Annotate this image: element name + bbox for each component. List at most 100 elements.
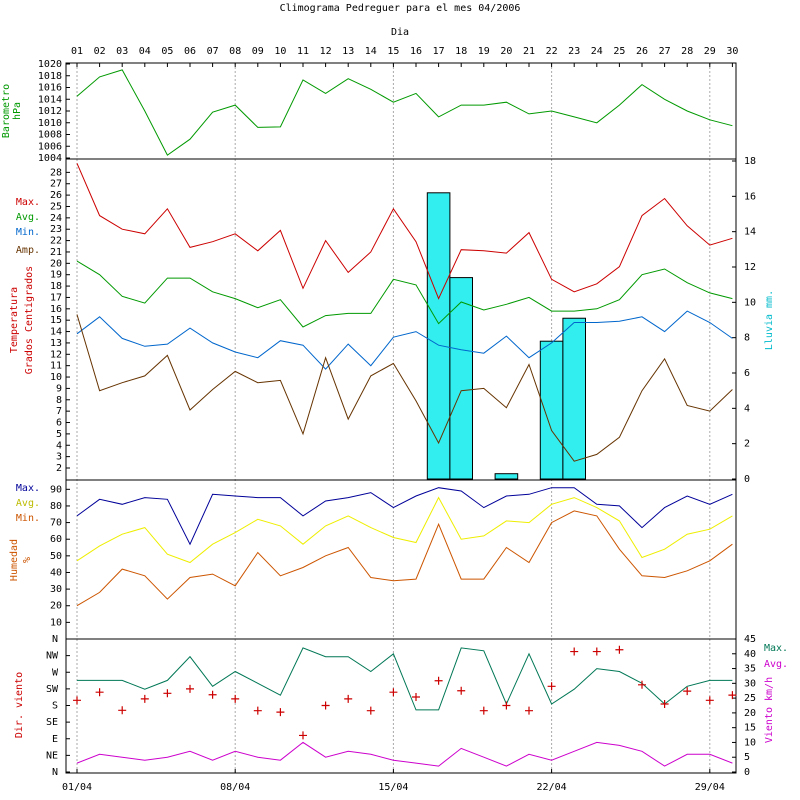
wind-direction-marker: [389, 688, 398, 697]
humidity-tick-label: 70: [50, 518, 62, 529]
humidity-tick-label: 30: [50, 584, 62, 595]
wind-direction-marker: [705, 696, 714, 705]
day-label: 25: [613, 46, 625, 57]
wind-direction-marker: [479, 706, 488, 715]
wind-direction-marker: [253, 706, 262, 715]
humidity-line-max: [76, 487, 733, 546]
day-label: 07: [207, 46, 219, 57]
chart-title: Climograma Pedreguer para el mes 04/2006: [280, 3, 521, 14]
wind-speed-tick-label: 10: [744, 737, 756, 748]
wind-dir-axis-label: Dir. viento: [14, 672, 25, 738]
day-label: 30: [726, 46, 738, 57]
wind-speed-tick-label: 0: [744, 767, 750, 778]
temp-tick-label: 3: [56, 452, 62, 463]
temp-tick-label: 8: [56, 395, 62, 406]
rain-tick-label: 8: [744, 333, 750, 344]
wind-speed-tick-label: 5: [744, 752, 750, 763]
humidity-tick-label: 80: [50, 501, 62, 512]
legend-temp-amp: Amp.: [16, 245, 40, 256]
wind-direction-marker: [728, 691, 737, 700]
wind-direction-marker: [660, 700, 669, 709]
grid-lines: [76, 63, 711, 773]
temp-tick-label: 18: [50, 281, 62, 292]
wind-direction-marker: [231, 694, 240, 703]
day-label: 23: [568, 46, 580, 57]
temp-tick-label: 16: [50, 304, 62, 315]
humidity-tick-label: 60: [50, 534, 62, 545]
day-label: 28: [681, 46, 693, 57]
humidity-tick-label: 20: [50, 601, 62, 612]
wind-speed-tick-label: 30: [744, 678, 756, 689]
wind-speed-tick-label: 45: [744, 634, 756, 645]
wind-speed-tick-label: 20: [744, 708, 756, 719]
rain-bar: [494, 473, 519, 480]
day-label: 08: [229, 46, 241, 57]
day-label: 05: [161, 46, 173, 57]
wind-dir-tick-label: E: [52, 734, 58, 745]
temp-tick-label: 13: [50, 338, 62, 349]
legend-temp-max: Max.: [16, 197, 40, 208]
wind-panel: N NE E SE S SW W NW N 0 5 10 15 20 25 30 35 40 45 Max. Avg. D…: [14, 634, 788, 778]
temp-line-min: [76, 310, 733, 370]
pressure-axis-label: Barometro: [1, 84, 12, 138]
temp-tick-label: 17: [50, 292, 62, 303]
wind-direction-marker: [592, 647, 601, 656]
temp-axis-label: Temperatura: [9, 287, 20, 353]
pressure-axis-unit: hPa: [12, 102, 23, 120]
day-label: 02: [94, 46, 106, 57]
day-label: 16: [410, 46, 422, 57]
wind-direction-marker: [502, 701, 511, 710]
wind-direction-marker: [299, 731, 307, 740]
rain-bar: [449, 277, 473, 480]
temp-line-avg: [76, 260, 733, 328]
wind-direction-marker: [570, 647, 579, 656]
pressure-tick-label: 1014: [38, 94, 62, 105]
wind-direction-marker: [163, 689, 172, 698]
temp-tick-label: 28: [50, 167, 62, 178]
temperature-panel: 2345678910111213141516171819202122232425…: [9, 156, 775, 485]
day-label: 13: [342, 46, 354, 57]
day-axis-labels: 01 02 03 04 05 06 07 08 09 10 11 12 13 14 15 16 17 18 19 20…: [71, 46, 738, 67]
day-label: 10: [274, 46, 286, 57]
pressure-tick-label: 1018: [38, 71, 62, 82]
wind-dir-tick-label: N: [52, 634, 58, 645]
rain-tick-label: 0: [744, 474, 750, 485]
day-label: 18: [455, 46, 467, 57]
temp-tick-label: 4: [56, 440, 62, 451]
day-label: 09: [252, 46, 264, 57]
humidity-axis-unit: %: [22, 557, 33, 563]
wind-speed-tick-label: 15: [744, 723, 756, 734]
temp-line-max: [76, 163, 733, 300]
rain-tick-label: 12: [744, 262, 756, 273]
wind-dir-tick-label: W: [52, 667, 59, 678]
humidity-panel: 10 20 30 40 50 60 70 80 90 Max. Avg. Min. Humedad%: [9, 479, 737, 640]
day-label: 29: [704, 46, 716, 57]
wind-direction-marker: [344, 694, 353, 703]
legend-wind-avg: Avg.: [764, 659, 788, 670]
wind-direction-marker: [638, 680, 646, 689]
temp-tick-label: 14: [50, 327, 62, 338]
humidity-tick-label: 40: [50, 567, 62, 578]
humidity-tick-label: 10: [50, 617, 62, 628]
temp-tick-label: 5: [56, 429, 62, 440]
rain-tick-label: 10: [744, 297, 756, 308]
day-label: 14: [365, 46, 377, 57]
week-label: 22/04: [537, 782, 567, 793]
day-label: 11: [297, 46, 309, 57]
temp-tick-label: 15: [50, 315, 62, 326]
humidity-line-min: [76, 510, 733, 607]
wind-direction-marker: [366, 706, 375, 715]
temp-tick-label: 9: [56, 383, 62, 394]
wind-direction-marker: [186, 684, 194, 693]
pressure-tick-label: 1010: [38, 118, 62, 129]
temp-tick-label: 20: [50, 258, 62, 269]
humidity-tick-label: 90: [50, 484, 62, 495]
wind-direction-marker: [321, 701, 330, 710]
rain-tick-label: 16: [744, 191, 756, 202]
wind-direction-marker: [615, 645, 624, 654]
pressure-tick-label: 1004: [38, 153, 62, 164]
wind-dir-tick-label: N: [52, 767, 58, 778]
rain-tick-label: 4: [744, 403, 750, 414]
day-label: 19: [478, 46, 490, 57]
legend-temp-avg: Avg.: [16, 212, 40, 223]
